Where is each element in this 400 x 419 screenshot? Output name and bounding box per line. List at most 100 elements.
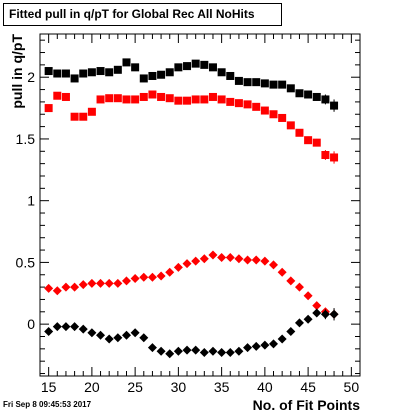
data-point-square xyxy=(96,95,105,104)
data-point-diamond xyxy=(260,256,270,266)
data-point-diamond xyxy=(104,334,114,344)
data-point-diamond xyxy=(277,267,287,277)
data-point-square xyxy=(295,89,304,98)
data-point-square xyxy=(105,68,114,77)
data-point-diamond xyxy=(87,278,97,288)
data-point-diamond xyxy=(182,259,192,269)
data-point-diamond xyxy=(277,334,287,344)
data-point-square xyxy=(278,113,287,122)
data-point-square xyxy=(304,90,313,99)
y-tick-label: 2 xyxy=(27,69,35,85)
data-point-square xyxy=(174,63,183,72)
data-point-square xyxy=(148,90,157,99)
data-point-square xyxy=(61,92,70,101)
data-point-square xyxy=(321,95,330,104)
data-point-square xyxy=(61,69,70,78)
x-tick-label: 40 xyxy=(257,379,273,395)
data-point-square xyxy=(260,106,269,115)
data-point-square xyxy=(304,136,313,145)
data-point-square xyxy=(165,68,174,77)
data-point-diamond xyxy=(165,349,175,359)
data-point-square xyxy=(286,121,295,130)
data-point-square xyxy=(79,112,88,121)
data-point-square xyxy=(148,71,157,80)
data-point-square xyxy=(105,94,114,103)
data-point-square xyxy=(278,80,287,89)
data-point-square xyxy=(157,92,166,101)
data-point-diamond xyxy=(113,278,123,288)
data-point-square xyxy=(269,80,278,89)
data-point-square xyxy=(44,67,53,76)
data-point-diamond xyxy=(320,309,330,319)
data-point-square xyxy=(243,78,252,87)
data-point-square xyxy=(165,94,174,103)
plot-frame xyxy=(39,33,361,377)
data-point-diamond xyxy=(173,346,183,356)
data-point-square xyxy=(139,92,148,101)
data-point-square xyxy=(157,70,166,79)
data-point-diamond xyxy=(199,254,209,264)
data-point-square xyxy=(217,95,226,104)
data-point-diamond xyxy=(303,291,313,301)
data-point-diamond xyxy=(182,345,192,355)
data-point-square xyxy=(208,63,217,72)
data-point-square xyxy=(183,96,192,105)
data-point-diamond xyxy=(286,276,296,286)
data-point-diamond xyxy=(78,324,88,334)
x-tick-label: 35 xyxy=(214,379,230,395)
data-point-square xyxy=(113,94,122,103)
data-point-diamond xyxy=(165,267,175,277)
data-point-square xyxy=(286,84,295,93)
data-point-diamond xyxy=(147,343,157,353)
data-point-square xyxy=(122,95,131,104)
data-point-square xyxy=(53,91,62,100)
x-tick-label: 20 xyxy=(84,379,100,395)
data-point-square xyxy=(269,110,278,119)
data-point-square xyxy=(226,97,235,106)
data-point-square xyxy=(87,68,96,77)
data-point-diamond xyxy=(121,276,131,286)
data-point-diamond xyxy=(70,322,80,332)
data-point-diamond xyxy=(139,333,149,343)
data-point-diamond xyxy=(251,341,261,351)
data-point-diamond xyxy=(87,328,97,338)
data-point-square xyxy=(295,128,304,137)
data-point-diamond xyxy=(104,278,114,288)
data-point-diamond xyxy=(121,330,131,340)
data-point-square xyxy=(312,92,321,101)
data-point-square xyxy=(131,63,140,72)
data-point-diamond xyxy=(243,255,253,265)
data-point-diamond xyxy=(225,252,235,262)
data-point-diamond xyxy=(61,282,71,292)
data-point-square xyxy=(79,69,88,78)
data-point-square xyxy=(139,74,148,83)
data-point-diamond xyxy=(286,327,296,337)
data-point-square xyxy=(87,107,96,116)
data-point-diamond xyxy=(113,333,123,343)
data-point-diamond xyxy=(243,343,253,353)
chart-title: Fitted pull in q/pT for Global Rec All N… xyxy=(3,3,282,26)
data-point-diamond xyxy=(251,255,261,265)
data-point-diamond xyxy=(269,339,279,349)
data-point-diamond xyxy=(147,272,157,282)
data-point-diamond xyxy=(329,309,339,319)
timestamp: Fri Sep 8 09:45:53 2017 xyxy=(3,400,92,409)
data-point-diamond xyxy=(208,346,218,356)
y-tick-label: 0 xyxy=(27,316,35,332)
data-point-square xyxy=(330,101,339,110)
x-tick-label: 30 xyxy=(171,379,187,395)
y-axis-title: pull in q/pT xyxy=(9,34,25,109)
data-point-diamond xyxy=(96,330,106,340)
data-point-square xyxy=(96,67,105,76)
data-point-diamond xyxy=(260,340,270,350)
data-point-square xyxy=(312,138,321,147)
data-point-square xyxy=(252,102,261,111)
data-point-diamond xyxy=(139,272,149,282)
data-point-diamond xyxy=(269,260,279,270)
data-point-square xyxy=(330,153,339,162)
data-point-square xyxy=(191,59,200,68)
data-point-diamond xyxy=(156,271,166,281)
y-tick-label: 1 xyxy=(27,193,35,209)
